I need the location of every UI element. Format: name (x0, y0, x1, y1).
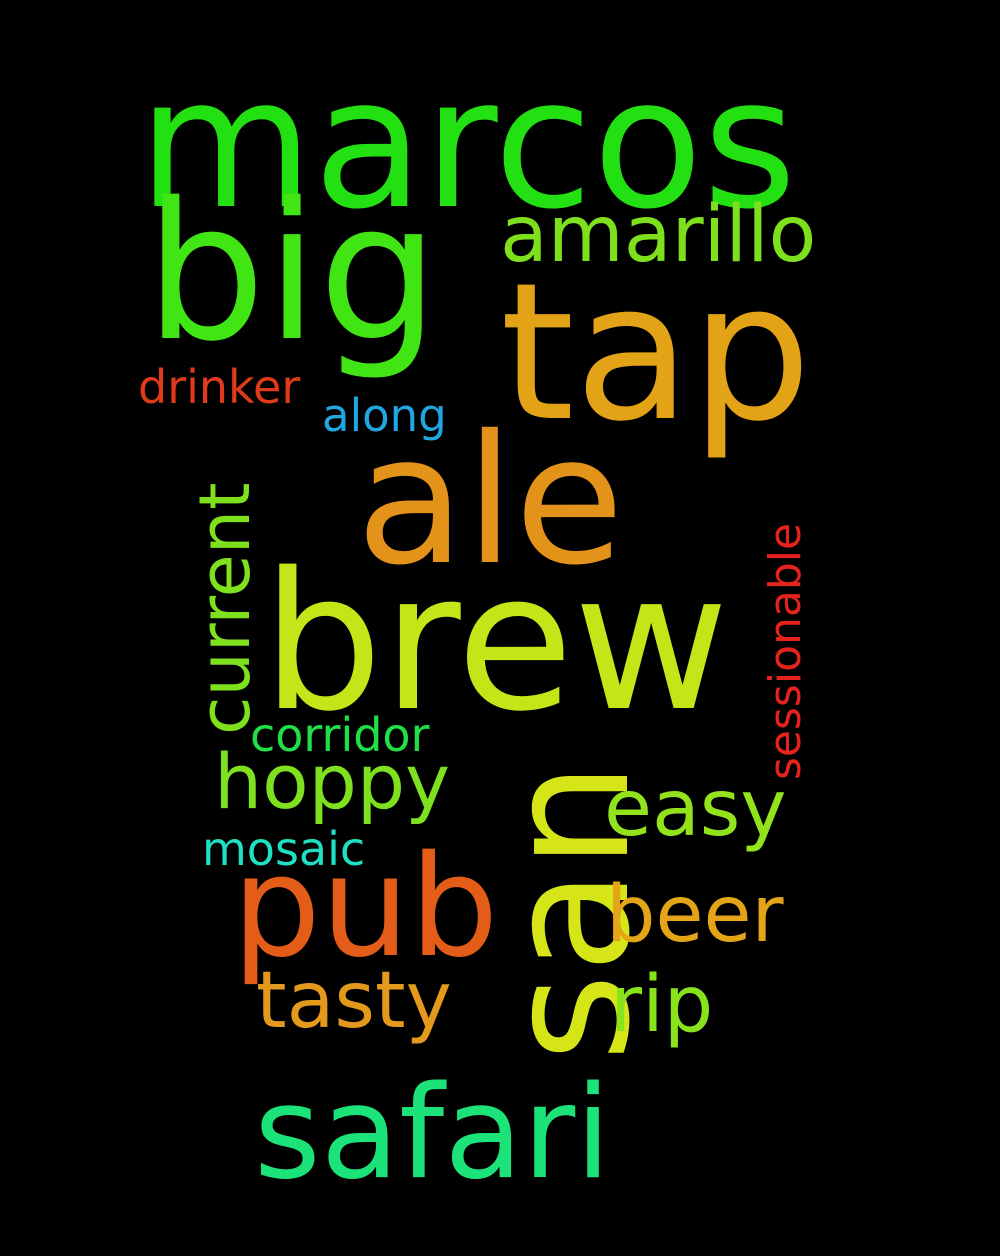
word-current: current (184, 482, 266, 735)
word-rip: rip (610, 960, 714, 1050)
word-hoppy: hoppy (214, 737, 451, 826)
word-big: big (145, 162, 439, 383)
word-tasty: tasty (256, 956, 452, 1046)
word-mosaic: mosaic (202, 822, 366, 876)
word-safari: safari (254, 1059, 611, 1208)
word-along: along (322, 389, 447, 442)
word-amarillo: amarillo (500, 190, 817, 280)
word-pub: pub (232, 826, 499, 989)
word-easy: easy (604, 764, 787, 854)
word-sessionable: sessionable (760, 522, 811, 780)
word-corridor: corridor (250, 708, 430, 762)
word-ale: ale (356, 397, 625, 604)
word-drinker: drinker (138, 360, 301, 414)
word-marcos: marcos (138, 40, 797, 249)
word-brew: brew (262, 532, 729, 753)
word-beer: beer (606, 870, 784, 960)
word-tap: tap (500, 242, 812, 463)
